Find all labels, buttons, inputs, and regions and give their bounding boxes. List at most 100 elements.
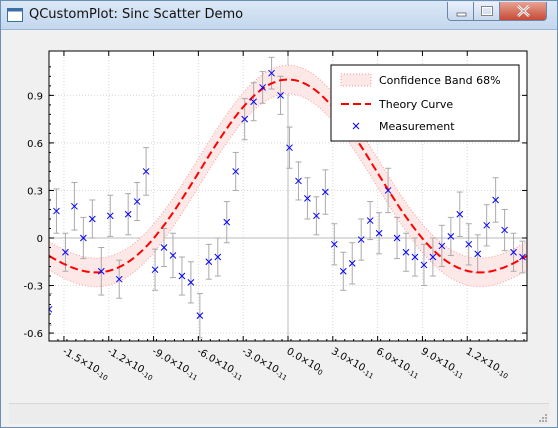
measurement-point (519, 253, 526, 261)
minimize-icon (456, 12, 467, 17)
y-tick-label: 0 (37, 234, 43, 245)
x-tick-label: -9.0×10-11 (150, 346, 201, 382)
measurement-point (187, 279, 195, 286)
legend-measurement-swatch (352, 122, 360, 130)
measurement-point (160, 244, 168, 251)
resize-grip-icon[interactable] (537, 412, 547, 422)
x-tick-label: 1.2×10-10 (463, 346, 511, 381)
x-tick-exponent: -11 (274, 370, 288, 383)
x-tick-exponent: -10 (95, 370, 109, 383)
x-tick-label: -1.2×10-10 (105, 346, 156, 382)
measurement-point (393, 234, 401, 242)
measurement-point (214, 253, 222, 261)
close-icon (517, 5, 530, 17)
y-tick-label: 0.6 (27, 139, 43, 150)
y-tick-label: 0.3 (27, 186, 43, 197)
measurement-point (438, 242, 446, 250)
measurement-point (241, 115, 249, 123)
measurement-point (49, 305, 53, 313)
measurement-point (71, 202, 78, 210)
measurement-point (268, 69, 275, 77)
y-tick-label: -0.6 (23, 329, 43, 340)
measurement-point (286, 144, 293, 152)
measurement-point (88, 215, 96, 223)
x-tick-label: 9.0×10-11 (418, 346, 466, 381)
measurement-point (106, 212, 114, 220)
x-tick-exponent: -10 (140, 370, 154, 383)
measurement-point (492, 196, 499, 204)
close-button[interactable] (500, 2, 547, 21)
x-tick-exponent: -11 (450, 368, 464, 381)
y-tick-label: -0.3 (23, 282, 43, 293)
legend: Confidence Band 68% Theory Curve Measureme… (330, 64, 520, 142)
maximize-icon (481, 6, 493, 16)
legend-measurement-label: Measurement (379, 120, 455, 133)
title-bar[interactable]: QCustomPlot: Sinc Scatter Demo (1, 1, 557, 30)
measurement-point (295, 177, 302, 185)
x-tick-exponent: -10 (495, 368, 509, 381)
measurement-point (133, 198, 141, 205)
theory-curve (49, 78, 527, 274)
measurement-point (447, 233, 455, 240)
x-tick-exponent: -11 (406, 368, 420, 381)
measurement-point (169, 252, 177, 259)
measurement-point (411, 253, 419, 261)
legend-band-label: Confidence Band 68% (379, 74, 501, 87)
window-title: QCustomPlot: Sinc Scatter Demo (29, 7, 244, 22)
x-tick-exponent: -11 (361, 368, 375, 381)
measurement-point (357, 236, 365, 243)
measurement-point (178, 272, 186, 280)
measurement-point (375, 229, 383, 237)
x-tick-label: 6.0×10-11 (374, 346, 422, 381)
sinc-scatter-chart[interactable]: -0.6 -0.3 0 0.3 0.6 0.9 -1.5×10-10-1.2×10-10-9… (9, 37, 547, 401)
plot-widget[interactable]: -0.6 -0.3 0 0.3 0.6 0.9 -1.5×10-10 -1.2×10-10 -9… (9, 37, 547, 401)
measurement-point (339, 267, 347, 275)
measurement-point (420, 261, 428, 269)
x-tick-label: -1.5×10-10 (60, 346, 111, 382)
measurement-point (80, 234, 87, 242)
status-bar (9, 403, 549, 424)
y-tick-label: 0.9 (27, 91, 43, 102)
measurement-point (124, 210, 132, 218)
plot-content (49, 56, 527, 339)
confidence-band (49, 65, 527, 287)
measurement-point (465, 240, 473, 248)
measurement-point (474, 250, 482, 258)
measurement-point (330, 240, 338, 248)
measurement-point (456, 210, 464, 218)
measurement-point (483, 221, 491, 229)
measurement-point (142, 168, 150, 175)
measurement-point (53, 207, 60, 215)
measurement-point (115, 275, 123, 283)
measurement-point (501, 226, 508, 234)
app-window-icon (7, 8, 23, 22)
measurement-point (97, 267, 105, 275)
measurement-point (321, 188, 329, 196)
measurement-point (259, 84, 266, 91)
measurement-point (277, 92, 284, 99)
measurement-point (510, 248, 517, 256)
x-tick-exponent: 0 (316, 368, 324, 377)
legend-band-swatch (340, 73, 372, 87)
x-tick-label: -6.0×10-11 (194, 346, 245, 382)
x-tick-label: 3.0×10-11 (329, 346, 377, 381)
measurement-point (151, 266, 159, 274)
x-tick-label: -3.0×10-11 (239, 346, 290, 382)
measurement-point (429, 253, 437, 261)
measurement-point (250, 98, 257, 106)
measurement-point (366, 217, 374, 224)
x-tick-exponent: -11 (185, 370, 199, 383)
measurement-point (313, 212, 320, 220)
minimize-button[interactable] (447, 2, 474, 21)
measurement-point (384, 187, 392, 194)
measurement-point (62, 248, 69, 256)
measurement-point (223, 218, 231, 226)
measurement-point (304, 195, 311, 202)
x-tick-exponent: -11 (230, 370, 244, 383)
measurement-point (205, 258, 213, 266)
maximize-button[interactable] (474, 2, 500, 21)
measurement-point (232, 168, 240, 175)
legend-theory-label: Theory Curve (378, 98, 453, 111)
measurement-point (196, 312, 204, 319)
